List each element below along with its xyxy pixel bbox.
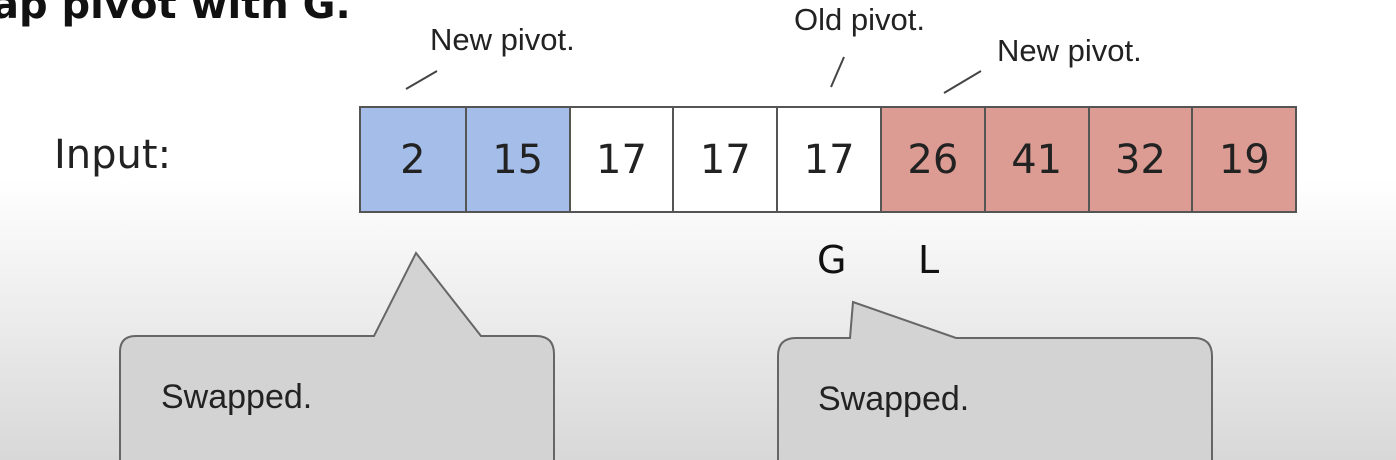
annotation-old-pivot: Old pivot.: [794, 2, 925, 37]
callout-right-text: Swapped.: [818, 380, 970, 418]
callout-left-shape: [119, 251, 555, 460]
array-cell-1: 15: [464, 108, 569, 211]
input-label: Input:: [54, 132, 172, 178]
array-cell-4: 17: [776, 108, 880, 211]
pointer-line-new-pivot-right: [943, 70, 982, 94]
array-cell-2: 17: [568, 108, 673, 211]
array-cell-7: 32: [1087, 108, 1192, 211]
callout-right-shape: [777, 300, 1213, 460]
array-cell-3: 17: [672, 108, 777, 211]
annotation-new-pivot-left: New pivot.: [430, 22, 575, 57]
pointer-line-new-pivot-left: [405, 70, 438, 90]
array-cell-6: 41: [983, 108, 1088, 211]
array-cell-5: 26: [879, 108, 984, 211]
callout-left-text: Swapped.: [161, 378, 313, 416]
marker-g: G: [817, 238, 847, 282]
array-cells: 2 15 17 17 17 26 41 32 19: [359, 106, 1298, 213]
marker-l: L: [918, 238, 940, 282]
slide-title: ap pivot with G.: [0, 0, 351, 28]
annotation-new-pivot-right: New pivot.: [997, 33, 1142, 68]
pointer-line-old-pivot: [830, 56, 845, 88]
array-cell-8: 19: [1191, 108, 1296, 211]
array-cell-0: 2: [361, 108, 465, 211]
